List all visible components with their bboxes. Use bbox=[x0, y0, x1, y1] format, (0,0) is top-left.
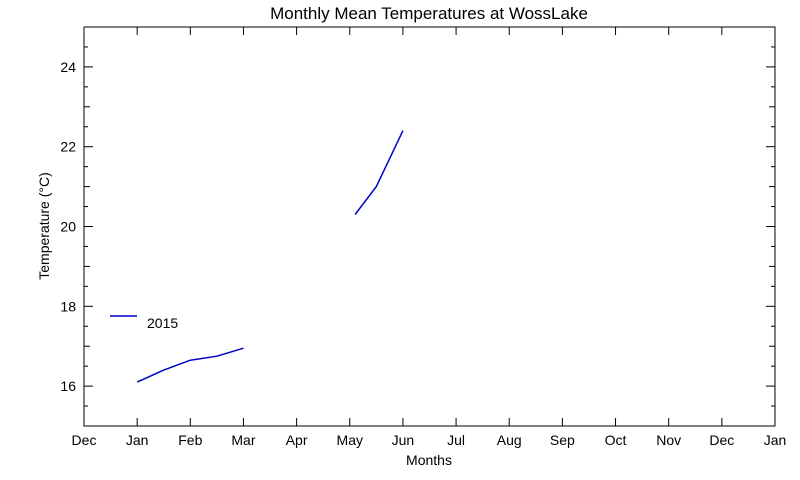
x-axis-ticks: Dec Jan Feb Mar Apr May Jun Jul Aug Sep Oct Nov Dec J… bbox=[72, 27, 787, 448]
legend: 2015 bbox=[110, 315, 178, 331]
x-tick-label: Jan bbox=[764, 432, 787, 448]
y-tick-label: 24 bbox=[60, 59, 76, 75]
x-tick-label: Feb bbox=[178, 432, 202, 448]
x-tick-label: Aug bbox=[497, 432, 522, 448]
x-tick-label: Apr bbox=[286, 432, 308, 448]
x-tick-label: Oct bbox=[605, 432, 627, 448]
x-tick-label: Jun bbox=[392, 432, 415, 448]
y-axis-ticks: 16 18 20 22 24 bbox=[60, 46, 775, 407]
series-layer bbox=[136, 130, 404, 383]
x-tick-label: May bbox=[337, 432, 363, 448]
series-line-2015 bbox=[354, 130, 404, 215]
series-line-2015 bbox=[136, 347, 244, 383]
legend-label-2015: 2015 bbox=[147, 315, 178, 331]
x-tick-label: Mar bbox=[231, 432, 255, 448]
x-tick-label: Jan bbox=[126, 432, 149, 448]
y-tick-label: 22 bbox=[60, 139, 76, 155]
x-tick-label: Sep bbox=[550, 432, 575, 448]
y-tick-label: 16 bbox=[60, 378, 76, 394]
x-tick-label: Dec bbox=[709, 432, 734, 448]
chart-title: Monthly Mean Temperatures at WossLake bbox=[270, 4, 588, 23]
x-tick-label: Jul bbox=[447, 432, 465, 448]
y-tick-label: 18 bbox=[60, 298, 76, 314]
y-axis-label: Temperature (°C) bbox=[36, 172, 52, 280]
x-axis-label: Months bbox=[406, 452, 452, 468]
plot-frame bbox=[83, 26, 776, 427]
x-tick-label: Nov bbox=[656, 432, 681, 448]
x-tick-label: Dec bbox=[72, 432, 97, 448]
y-tick-label: 20 bbox=[60, 219, 76, 235]
